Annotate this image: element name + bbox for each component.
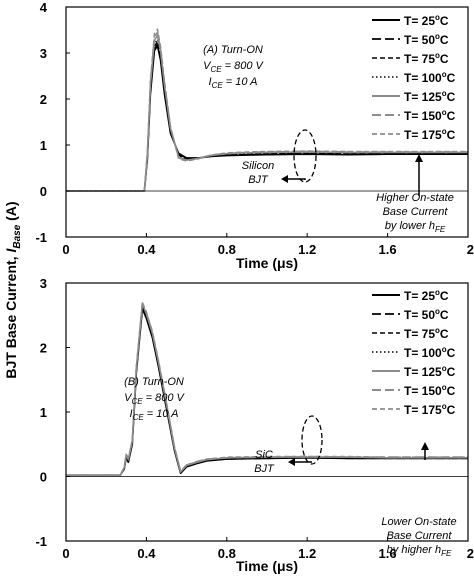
legend-label: T= 125oC: [404, 89, 456, 104]
device-label-line1: SiC: [255, 449, 273, 461]
y-axis-title-unit: (A): [3, 201, 19, 224]
note-line1: Lower On-state: [381, 516, 456, 528]
highlight-ellipse: [301, 415, 323, 465]
annotations-panel-a: (A) Turn-ON VCE = 800 V ICE = 10 A Silic…: [203, 44, 454, 234]
series-line-2: [66, 43, 468, 192]
legend-label: T= 125oC: [404, 364, 456, 379]
y-tick-label: -1: [35, 534, 47, 549]
y-tick-label: 0: [40, 470, 47, 485]
legend-label: T= 25oC: [404, 288, 449, 303]
chart-panel-a: 0 0.4 0.8 1.2 1.6 2 -1 0 1 2 3 4 Time (μs) T= 25oC T=…: [35, 0, 474, 271]
y-tick-label: 0: [40, 184, 47, 199]
condition-vce: VCE = 800 V: [124, 392, 185, 406]
legend-label: T= 175oC: [404, 402, 456, 417]
x-tick-label: 1.2: [298, 546, 316, 561]
device-arrow-head: [288, 458, 295, 466]
legend-label: T= 75oC: [404, 51, 449, 66]
x-tick-label: 0: [62, 242, 69, 257]
note-arrow-head: [421, 442, 429, 450]
condition-ice: ICE = 10 A: [130, 408, 179, 422]
x-tick-label: 1.2: [298, 242, 316, 257]
y-axis-title-sub: Base: [12, 224, 23, 248]
y-tick-label: 2: [40, 341, 47, 356]
device-label-line2: BJT: [248, 174, 269, 186]
y-tick-label: 3: [40, 276, 47, 291]
note-arrow-head: [415, 154, 423, 162]
case-title: (A) Turn-ON: [203, 44, 263, 56]
device-arrow-head: [281, 175, 288, 183]
y-axis-title-main: BJT Base Current,: [3, 253, 19, 379]
device-label-line1: Silicon: [242, 160, 274, 172]
legend-label: T= 50oC: [404, 32, 449, 47]
series-line-7: [66, 301, 468, 476]
annotations-panel-b: (B) Turn-ON VCE = 800 V ICE = 10 A SiC B…: [124, 376, 456, 558]
y-axis-title: BJT Base Current, IBase (A): [3, 201, 23, 378]
note-line2: Base Current: [387, 530, 453, 542]
device-label-line2: BJT: [254, 463, 275, 475]
chart-panel-b: 0 0.4 0.8 1.2 1.6 2 -1 0 1 2 3 Time (μs) T= 25oC T= …: [35, 276, 474, 574]
x-axis-title: Time (μs): [236, 558, 298, 574]
y-tick-label: 1: [40, 405, 47, 420]
series-line-7: [66, 28, 468, 192]
note-line1: Higher On-state: [376, 192, 454, 204]
x-tick-label: 0.4: [137, 242, 156, 257]
y-tick-label: 2: [40, 92, 47, 107]
x-tick-label: 0.8: [218, 546, 236, 561]
legend-label: T= 25oC: [404, 13, 449, 28]
note-line3: by higher hFE: [387, 544, 452, 558]
y-tick-label: 4: [40, 0, 48, 15]
legend-label: T= 100oC: [404, 70, 456, 85]
x-axis-title: Time (μs): [236, 255, 298, 271]
legend-label: T= 50oC: [404, 307, 449, 322]
x-tick-label: 0: [62, 546, 69, 561]
condition-ice: ICE = 10 A: [209, 76, 258, 90]
note-line3: by lower hFE: [385, 220, 446, 234]
plot-frame: [65, 6, 469, 238]
device-arrow: [287, 178, 306, 180]
legend-label: T= 150oC: [404, 108, 456, 123]
y-tick-label: 1: [40, 138, 47, 153]
x-tick-label: 0.4: [137, 546, 156, 561]
note-line2: Base Current: [383, 206, 449, 218]
highlight-ellipse: [293, 129, 317, 183]
legend-label: T= 100oC: [404, 345, 456, 360]
legend-label: T= 75oC: [404, 326, 449, 341]
legend-label: T= 150oC: [404, 383, 456, 398]
y-tick-label: -1: [35, 230, 47, 245]
x-tick-label: 0.8: [218, 242, 236, 257]
x-tick-label: 1.6: [379, 546, 397, 561]
y-tick-label: 3: [40, 46, 47, 61]
condition-vce: VCE = 800 V: [203, 60, 264, 74]
case-title: (B) Turn-ON: [124, 376, 184, 388]
x-tick-label: 1.6: [379, 242, 397, 257]
x-tick-label: 2: [467, 546, 474, 561]
y-axis-title-var: I: [3, 248, 19, 253]
legend-label: T= 175oC: [404, 127, 456, 142]
x-tick-label: 2: [467, 242, 474, 257]
